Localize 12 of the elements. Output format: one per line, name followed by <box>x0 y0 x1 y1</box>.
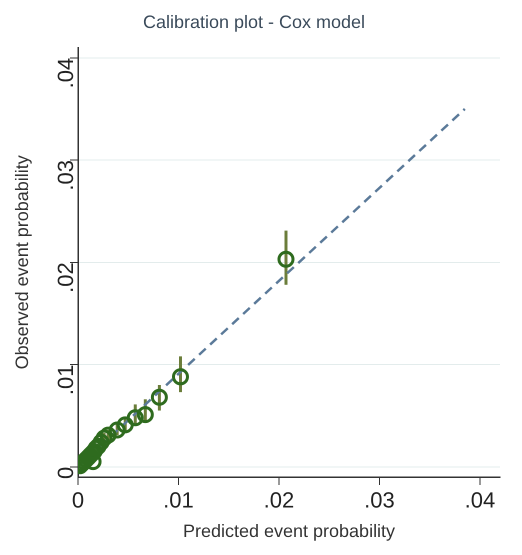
y-tick-label: .04 <box>53 58 78 88</box>
y-tick-label: .03 <box>53 160 78 191</box>
y-axis-title: Observed event probability <box>12 155 32 370</box>
x-tick-label: .04 <box>464 487 496 512</box>
y-tick-label: .01 <box>53 364 78 396</box>
y-tick-label: 0 <box>53 466 78 480</box>
x-tick-label: .02 <box>264 487 294 512</box>
x-tick-label: .01 <box>163 487 194 512</box>
x-axis-title: Predicted event probability <box>182 521 396 542</box>
y-tick-label: .02 <box>53 262 78 293</box>
x-tick-label: .03 <box>364 487 395 512</box>
chart-title: Calibration plot - Cox model <box>142 12 366 32</box>
